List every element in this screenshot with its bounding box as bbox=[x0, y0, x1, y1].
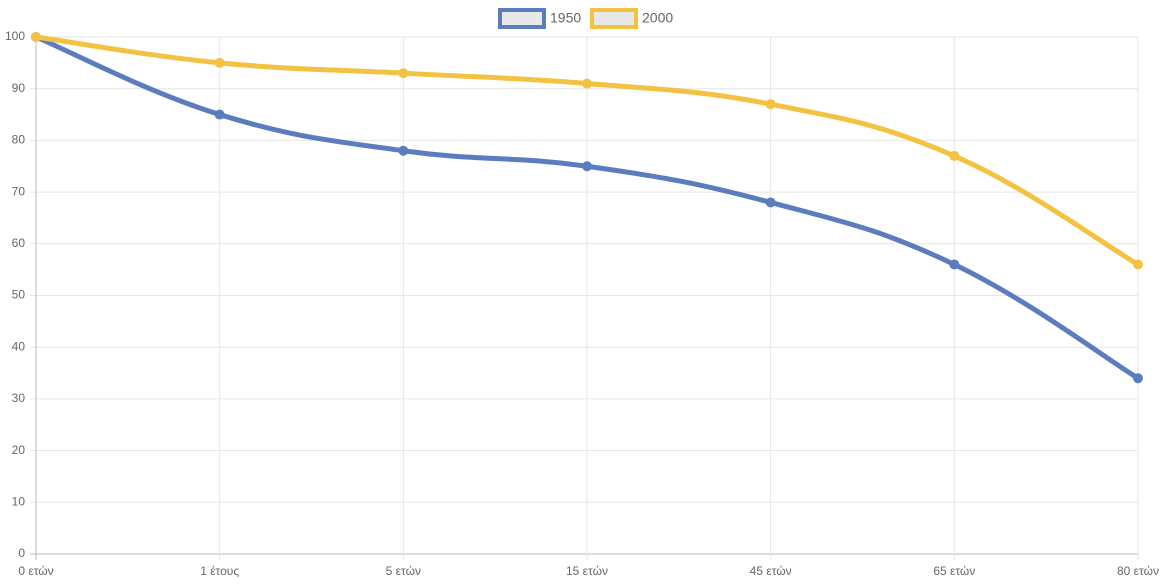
data-point bbox=[582, 161, 592, 172]
x-tick-label: 1 έτους bbox=[200, 564, 239, 578]
x-tick-label: 45 ετών bbox=[750, 564, 792, 578]
y-tick-label: 50 bbox=[12, 288, 26, 302]
y-tick-label: 60 bbox=[12, 236, 26, 250]
data-point bbox=[398, 68, 409, 79]
y-tick-label: 10 bbox=[12, 494, 26, 508]
data-point bbox=[949, 259, 960, 270]
legend-swatch bbox=[590, 8, 638, 29]
data-point bbox=[214, 109, 225, 120]
data-point bbox=[398, 145, 409, 156]
data-point bbox=[214, 57, 225, 68]
x-tick-label: 15 ετών bbox=[566, 564, 608, 578]
legend-label: 1950 bbox=[550, 10, 581, 26]
data-point bbox=[765, 197, 776, 208]
legend-label: 2000 bbox=[642, 10, 673, 26]
data-point bbox=[1133, 373, 1143, 384]
x-tick-label: 0 ετών bbox=[18, 564, 53, 578]
data-point bbox=[949, 150, 960, 161]
data-point bbox=[31, 32, 41, 42]
y-tick-label: 80 bbox=[12, 133, 26, 147]
y-tick-label: 40 bbox=[12, 339, 26, 353]
x-tick-label: 5 ετών bbox=[386, 564, 421, 578]
x-tick-label: 80 ετών bbox=[1117, 564, 1159, 578]
y-tick-label: 20 bbox=[12, 443, 26, 457]
data-point bbox=[1133, 259, 1143, 270]
legend-swatch bbox=[498, 8, 546, 29]
y-tick-label: 90 bbox=[12, 81, 26, 95]
y-tick-label: 30 bbox=[12, 391, 26, 405]
y-tick-label: 0 bbox=[18, 546, 25, 560]
data-point bbox=[582, 78, 592, 89]
x-tick-label: 65 ετών bbox=[933, 564, 975, 578]
y-tick-label: 100 bbox=[5, 29, 25, 43]
data-point bbox=[765, 99, 776, 110]
y-tick-label: 70 bbox=[12, 184, 26, 198]
